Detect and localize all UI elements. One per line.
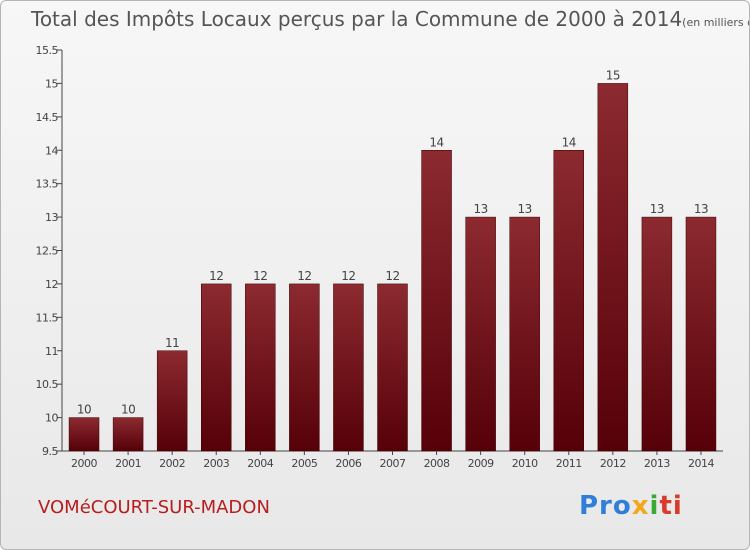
y-tick-label: 15.5 [36,44,59,57]
logo-part-4: ti [659,491,683,521]
y-tick-label: 9.5 [42,445,58,458]
bar [421,150,452,452]
bar [68,417,100,452]
x-tick-label: 2010 [512,457,538,470]
bar [641,216,673,452]
y-tick-label: 12 [45,278,58,291]
x-tick-label: 2006 [335,457,361,470]
x-tick-label: 2000 [71,457,97,470]
x-tick-label: 2008 [424,457,450,470]
bar [156,350,188,452]
bar [685,216,717,452]
y-tick-label: 14.5 [36,111,59,124]
data-label: 12 [341,269,355,283]
y-tick-label: 10 [45,412,58,425]
data-label: 11 [165,336,179,350]
y-tick-label: 11 [45,345,58,358]
data-label: 13 [650,202,664,216]
data-label: 10 [77,403,91,417]
logo-part-3: i [649,491,660,521]
x-tick-label: 2004 [247,457,273,470]
data-label: 15 [606,68,620,82]
bar [377,283,408,452]
y-tick-label: 10.5 [36,378,59,391]
logo-part-1: Pro [579,491,632,521]
x-tick-label: 2001 [115,457,141,470]
data-label: 13 [473,202,487,216]
bars [68,83,717,452]
bar [289,283,320,452]
bar [201,283,232,452]
x-tick-label: 2012 [600,457,626,470]
x-tick-label: 2013 [644,457,670,470]
x-tick-label: 2003 [203,457,229,470]
chart-title-text: Total des Impôts Locaux perçus par la Co… [31,7,683,31]
data-label: 12 [209,269,223,283]
x-tick-label: 2005 [291,457,317,470]
bar [333,283,364,452]
data-labels: 10 10 11 12 12 12 12 12 14 13 13 14 15 13 13 [77,68,709,417]
bar [465,216,496,452]
data-label: 10 [121,403,135,417]
bar [245,283,276,452]
x-tick-label: 2011 [556,457,582,470]
x-tick-label: 2009 [468,457,494,470]
data-label: 14 [429,135,443,149]
x-tick-label: 2014 [688,457,714,470]
y-tick-label: 15 [45,77,58,90]
data-label: 14 [562,135,576,149]
y-axis: 9.5 10 10.5 11 11.5 12 12.5 13 13.5 14 14.5 15 15.5 [36,44,723,458]
data-label: 12 [385,269,399,283]
bar [553,150,584,452]
y-tick-label: 11.5 [36,311,59,324]
y-tick-label: 13.5 [36,178,59,191]
bar [509,216,540,452]
x-tick-label: 2007 [380,457,406,470]
x-axis: 2000 2001 2002 2003 2004 2005 2006 2007 2008 2009… [71,451,715,470]
y-tick-label: 14 [45,144,58,157]
data-label: 12 [297,269,311,283]
x-tick-label: 2002 [159,457,185,470]
bar [597,83,629,452]
data-label: 13 [694,202,708,216]
logo-part-2: x [631,491,650,521]
bar [112,417,144,452]
proxiti-logo: Proxiti [579,491,683,521]
data-label: 13 [518,202,532,216]
chart-title: Total des Impôts Locaux perçus par la Co… [31,7,749,31]
chart-subtitle: (en milliers d'€) [682,16,749,29]
data-label: 12 [253,269,267,283]
commune-name: VOMéCOURT-SUR-MADON [38,497,270,518]
y-tick-label: 13 [45,211,58,224]
y-tick-label: 12.5 [36,245,59,258]
